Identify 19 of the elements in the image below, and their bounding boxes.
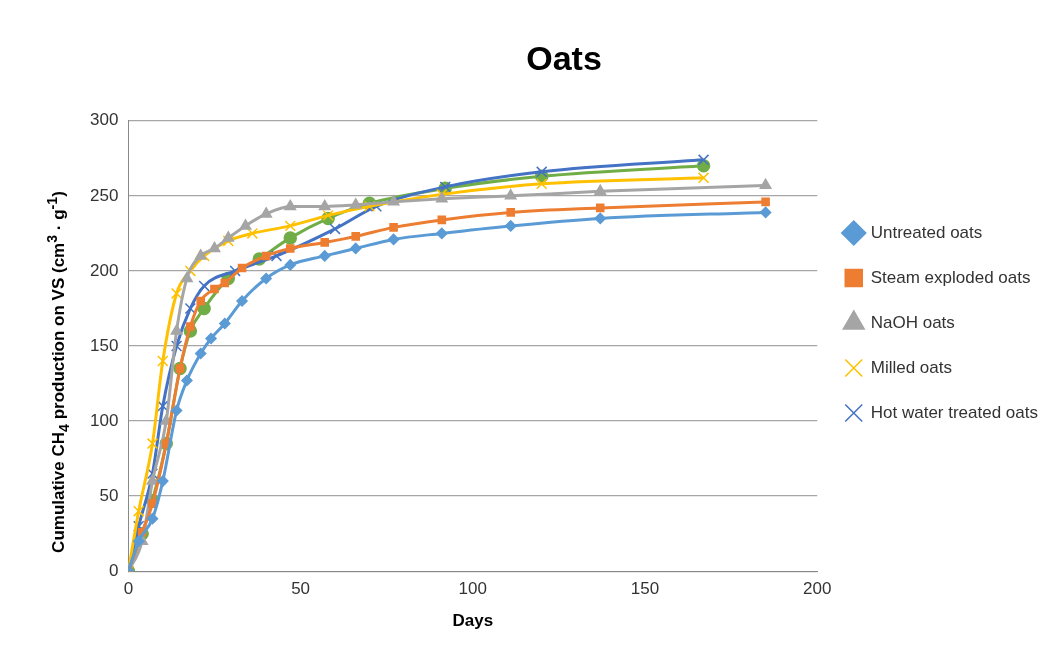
y-tick-label: 300	[89, 110, 119, 130]
y-tick-label: 50	[99, 485, 119, 505]
x-tick-label: 150	[630, 579, 660, 599]
y-tick-label: 100	[89, 410, 119, 430]
y-tick-label: 0	[108, 560, 119, 580]
x-tick-label: 200	[803, 579, 832, 599]
x-tick-label: 0	[123, 579, 134, 599]
x-tick-label: 100	[458, 579, 487, 599]
x-axis-title: Days	[452, 611, 494, 631]
legend-label: Untreated oats	[870, 222, 983, 242]
y-tick-label: 150	[89, 335, 119, 355]
legend-label: NaOH oats	[870, 312, 955, 332]
chart-title: Oats	[526, 38, 602, 77]
legend-label: Hot water treated oats	[870, 402, 1039, 422]
legend-label: Steam exploded oats	[870, 267, 1031, 287]
y-tick-label: 250	[89, 185, 119, 205]
x-tick-label: 50	[291, 579, 311, 599]
legend-label: Milled oats	[870, 357, 953, 377]
y-tick-label: 200	[89, 260, 119, 280]
